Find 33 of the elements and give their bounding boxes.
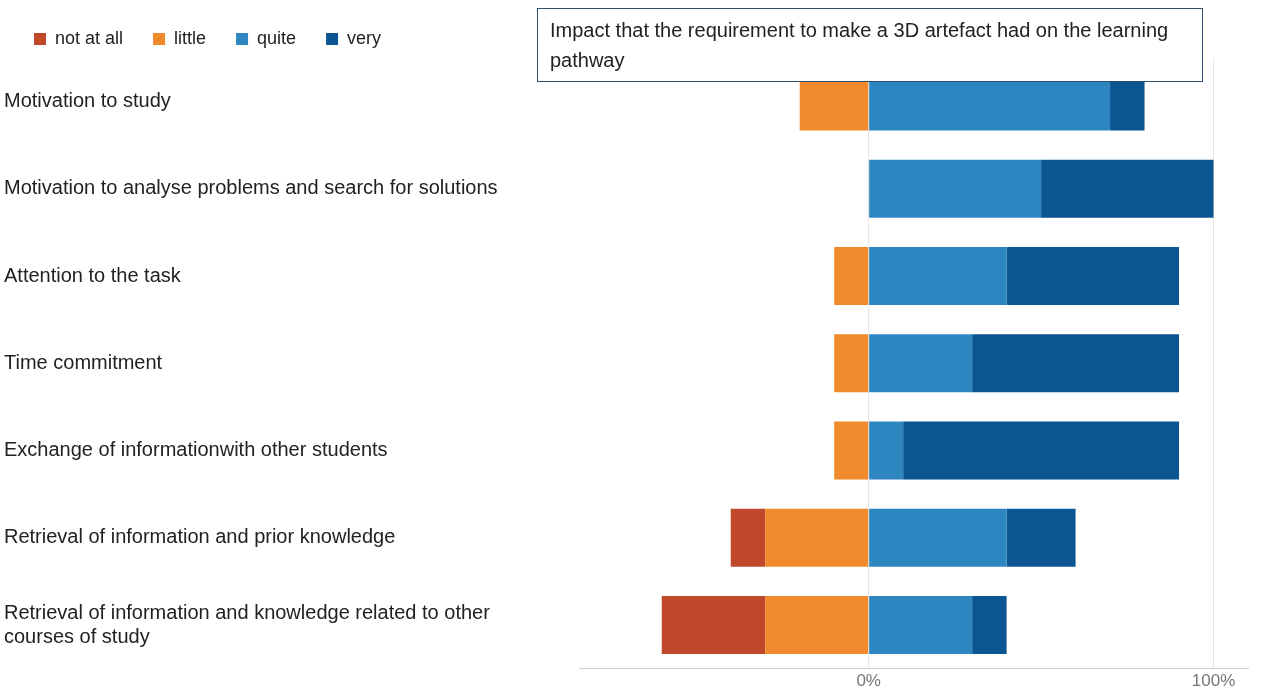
bar: [869, 508, 1007, 567]
x-tick-label: 100%: [1191, 671, 1236, 691]
legend-label: quite: [257, 27, 297, 48]
legend-label: not at all: [55, 27, 124, 48]
bar: [869, 334, 973, 393]
bar: [661, 595, 766, 654]
bar: [972, 334, 1180, 393]
y-tick-label: Retrieval of information and prior knowledge: [4, 525, 396, 548]
bar: [869, 159, 1042, 218]
bar: [730, 508, 766, 567]
bar: [1041, 159, 1214, 218]
bar: [765, 595, 869, 654]
chart-title: Impact that the requirement to make a 3D artefact had on the learning pathway: [537, 8, 1203, 82]
y-tick-label: Attention to the task: [4, 263, 182, 286]
y-tick-label: Retrieval of information and knowledge related to other courses of study: [4, 600, 491, 647]
bar: [869, 247, 1007, 306]
bar: [834, 334, 869, 393]
y-tick-label: Motivation to analyse problems and search for solutions: [4, 176, 498, 199]
bar: [1006, 508, 1076, 567]
bar: [972, 595, 1007, 654]
bar: [834, 247, 869, 306]
bar: [869, 421, 904, 480]
bar: [765, 508, 869, 567]
bar: [1006, 247, 1180, 306]
bar: [834, 421, 869, 480]
bar: [903, 421, 1180, 480]
legend-label: very: [347, 27, 382, 48]
bar: [869, 595, 973, 654]
y-tick-label: Time commitment: [4, 350, 163, 373]
legend-label: little: [174, 27, 207, 48]
x-tick-label: 0%: [856, 671, 881, 691]
y-tick-label: Exchange of informationwith other students: [4, 438, 388, 461]
y-tick-label: Motivation to study: [4, 89, 171, 112]
